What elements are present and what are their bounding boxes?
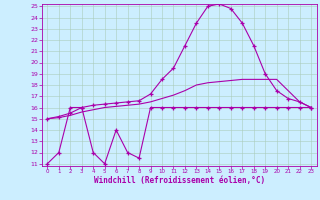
X-axis label: Windchill (Refroidissement éolien,°C): Windchill (Refroidissement éolien,°C) — [94, 176, 265, 185]
